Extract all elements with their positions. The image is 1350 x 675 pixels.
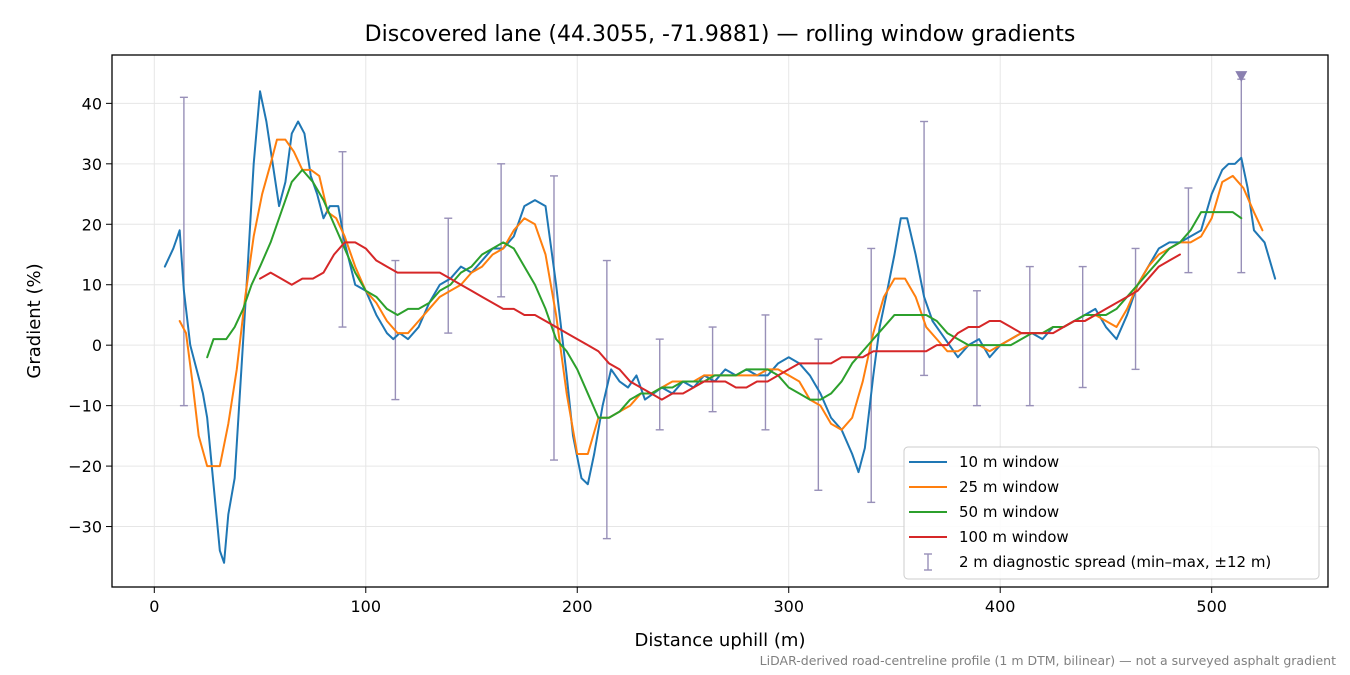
footnote: LiDAR-derived road-centreline profile (1…	[760, 653, 1336, 668]
x-tick-label: 200	[562, 597, 593, 616]
spread-bar-16	[1131, 247, 1140, 371]
spread-bar-6	[602, 259, 611, 540]
spread-bar-10	[814, 338, 823, 491]
x-tick-label: 500	[1196, 597, 1227, 616]
spread-bar-9	[761, 314, 770, 431]
x-tick-label: 400	[985, 597, 1016, 616]
axis-ticks: 0 100 200 300 400 500 −30 −20 −10 0 10 20 30 40	[68, 94, 1227, 616]
spread-bar-14	[1025, 265, 1034, 407]
y-tick-label: −20	[68, 457, 102, 476]
legend-label-3: 100 m window	[959, 528, 1069, 546]
spread-bar-4	[497, 163, 506, 298]
y-tick-label: −10	[68, 397, 102, 416]
spread-bar-11	[867, 247, 876, 504]
spread-bar-3	[444, 217, 453, 334]
x-axis-label: Distance uphill (m)	[635, 630, 806, 651]
x-tick-label: 300	[773, 597, 804, 616]
y-axis-label: Gradient (%)	[24, 263, 45, 378]
series-lines	[163, 71, 1277, 564]
spread-bar-8	[708, 326, 717, 413]
legend-label-2: 50 m window	[959, 503, 1059, 521]
x-tick-label: 100	[351, 597, 382, 616]
spread-bar-0	[179, 96, 188, 407]
spread-bar-15	[1078, 265, 1087, 389]
spread-bar-17	[1184, 187, 1193, 274]
x-tick-label: 0	[149, 597, 159, 616]
spread-bar-13	[972, 290, 981, 407]
y-tick-label: −30	[68, 518, 102, 537]
legend-label-spread: 2 m diagnostic spread (min–max, ±12 m)	[959, 553, 1271, 571]
spread-bar-12	[920, 120, 929, 377]
y-tick-label: 0	[92, 336, 102, 355]
chart-title: Discovered lane (44.3055, -71.9881) — ro…	[365, 22, 1076, 47]
legend-label-0: 10 m window	[959, 453, 1059, 471]
spread-bar-5	[549, 175, 558, 461]
spread-bar-7	[655, 338, 664, 431]
y-tick-label: 30	[82, 155, 102, 174]
legend-label-1: 25 m window	[959, 478, 1059, 496]
legend-box	[903, 446, 1320, 580]
series-line-3	[259, 241, 1181, 401]
grid	[112, 55, 1328, 587]
y-tick-label: 40	[82, 94, 102, 113]
plot-frame	[111, 54, 1329, 588]
outlier-marker	[1235, 71, 1248, 83]
y-tick-label: 10	[82, 276, 102, 295]
legend: 10 m window 25 m window 50 m window 100 m w…	[903, 446, 1320, 580]
y-tick-label: 20	[82, 215, 102, 234]
spread-bar-1	[338, 151, 347, 328]
diagnostic-spread-bars	[179, 78, 1246, 540]
